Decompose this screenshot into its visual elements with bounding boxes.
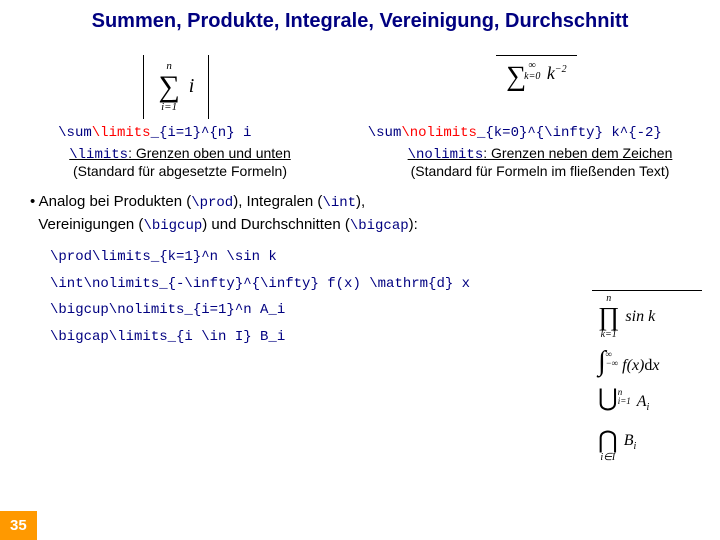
render-prod: n∏k=1 sin k [592, 291, 702, 343]
render-bigcup: ⋃ni=1 Ai [592, 381, 702, 416]
code-sum-nolimits: \sum\nolimits_{k=0}^{\infty} k^{-2} [368, 125, 662, 141]
latex-code-row: \sum\limits_{i=1}^{n} i \sum\nolimits_{k… [0, 125, 720, 141]
desc-limits: \limits: Grenzen oben und unten (Standar… [14, 145, 345, 179]
page-number: 35 [0, 511, 37, 540]
render-bigcap: ⋂i∈I Bi [592, 416, 702, 466]
description-row: \limits: Grenzen oben und unten (Standar… [0, 145, 720, 179]
rendered-formula-row: n∑i=1 i ∑∞k=0 k−2 [0, 55, 720, 119]
desc-nolimits: \nolimits: Grenzen neben dem Zeichen (St… [374, 145, 705, 179]
render-int: ∫∞−∞ f(x)dx [592, 343, 702, 381]
slide-title: Summen, Produkte, Integrale, Vereinigung… [0, 0, 720, 35]
code-sum-limits: \sum\limits_{i=1}^{n} i [58, 125, 251, 141]
formula-sum-limits: n∑i=1 i [143, 55, 209, 119]
analog-bullet: • Analog bei Produkten (\prod), Integral… [0, 187, 720, 238]
rendered-math-column: n∏k=1 sin k ∫∞−∞ f(x)dx ⋃ni=1 Ai ⋂i∈I Bi [592, 290, 702, 466]
formula-sum-nolimits: ∑∞k=0 k−2 [496, 55, 576, 119]
sample-prod: \prod\limits_{k=1}^n \sin k [50, 244, 720, 271]
